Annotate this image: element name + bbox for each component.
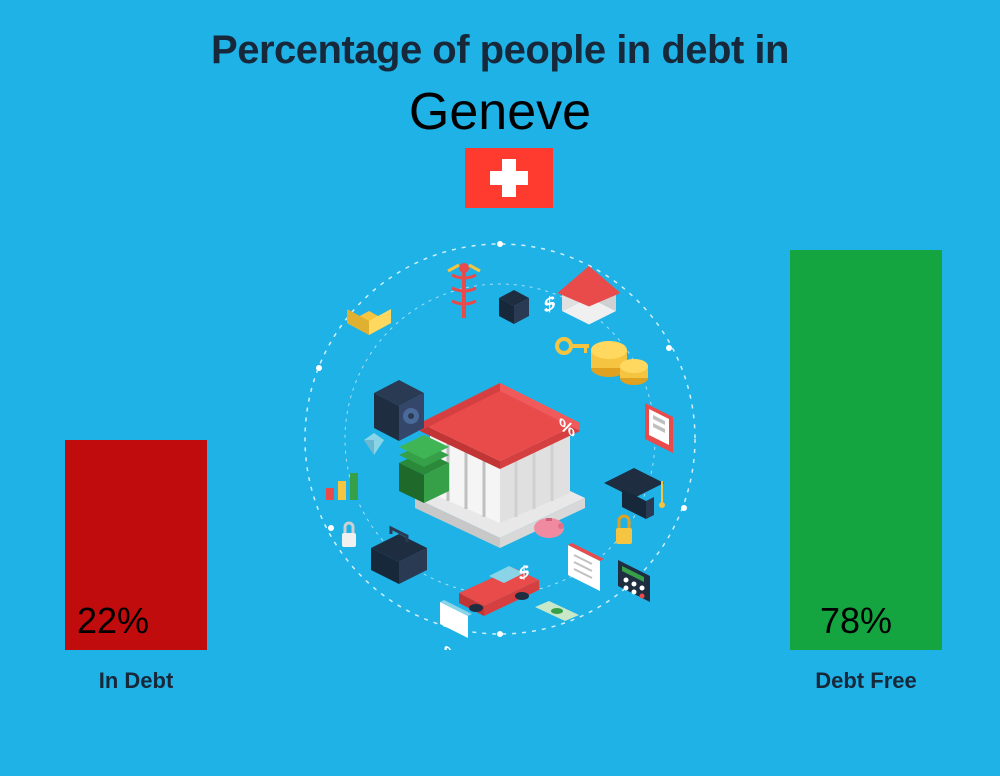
bar-debt-free: 78%	[790, 250, 942, 650]
bar-value-in-debt: 22%	[77, 600, 149, 642]
swiss-flag-icon	[465, 148, 553, 208]
title-line2: Geneve	[0, 82, 1000, 142]
bar-in-debt: 22%	[65, 440, 207, 650]
svg-text:%: %	[444, 642, 462, 650]
flag-cross-horizontal	[490, 171, 528, 185]
svg-text:$: $	[544, 291, 555, 318]
bar-label-debt-free: Debt Free	[766, 668, 966, 694]
title-line1: Percentage of people in debt in	[0, 28, 1000, 73]
bar-value-debt-free: 78%	[820, 600, 892, 642]
finance-isometric-illustration: % % % $ $	[289, 228, 711, 650]
bar-label-in-debt: In Debt	[36, 668, 236, 694]
